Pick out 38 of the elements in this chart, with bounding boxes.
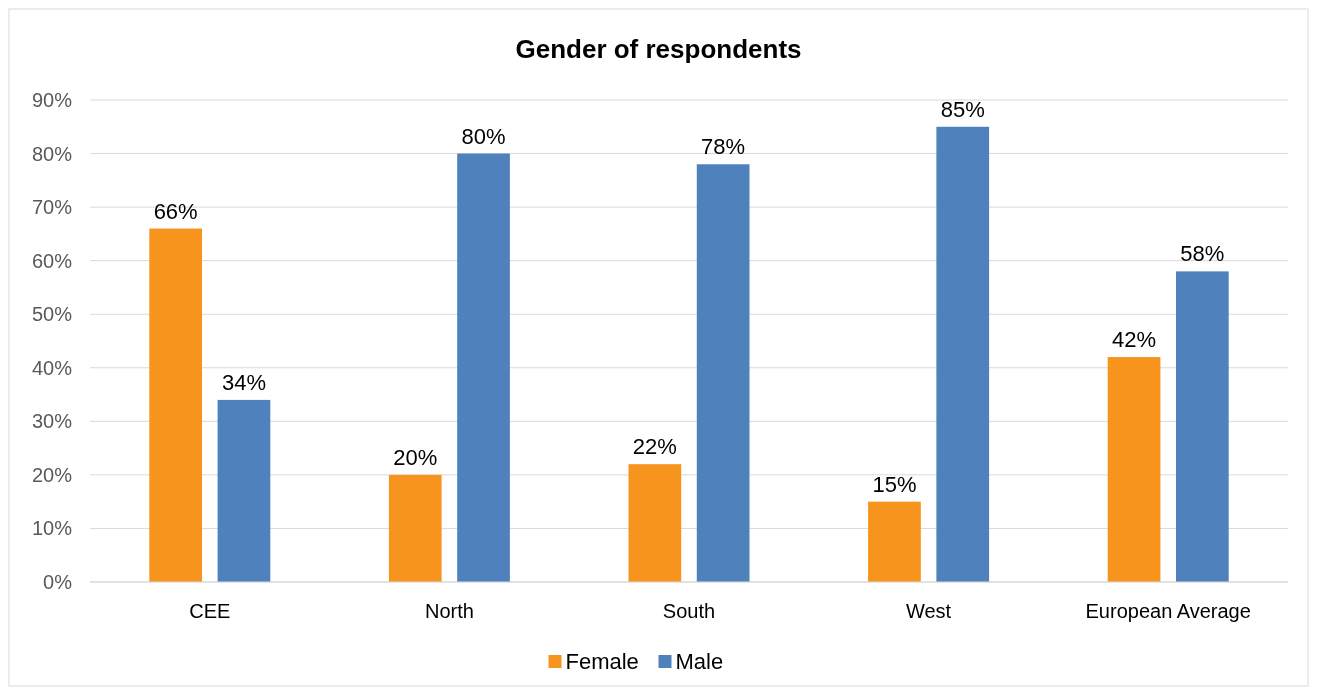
- x-tick-label: West: [906, 600, 952, 622]
- x-tick-label: South: [662, 600, 716, 622]
- legend-label: Female: [565, 649, 639, 674]
- chart-title: Gender of respondents: [515, 34, 802, 64]
- data-label: 66%: [153, 198, 198, 224]
- bar: [217, 399, 271, 582]
- y-tick-label: 0%: [43, 571, 73, 593]
- data-label: 80%: [461, 123, 506, 149]
- data-label: 15%: [872, 471, 917, 497]
- data-label: 20%: [393, 444, 438, 470]
- bar: [457, 153, 510, 582]
- bar: [628, 464, 682, 582]
- y-tick-label: 10%: [31, 517, 73, 540]
- data-label: 22%: [632, 434, 677, 460]
- data-label: 85%: [940, 96, 985, 122]
- y-tick-label: 90%: [31, 89, 73, 111]
- y-tick-label: 60%: [31, 249, 73, 272]
- data-label: 78%: [701, 134, 746, 160]
- y-tick-label: 70%: [31, 196, 73, 219]
- data-label: 58%: [1180, 241, 1225, 267]
- x-tick-label: European Average: [1085, 600, 1251, 622]
- y-tick-label: 30%: [31, 410, 73, 433]
- bar: [149, 228, 203, 582]
- bar: [936, 126, 990, 582]
- bar: [868, 501, 921, 582]
- data-label: 34%: [221, 369, 266, 395]
- bar: [696, 164, 750, 582]
- bar: [388, 474, 442, 582]
- bar: [1175, 271, 1229, 582]
- y-tick-label: 50%: [31, 303, 73, 326]
- x-tick-label: North: [424, 600, 474, 622]
- y-tick-label: 80%: [31, 142, 73, 165]
- y-tick-label: 40%: [31, 356, 73, 379]
- y-tick-label: 20%: [31, 463, 73, 486]
- x-tick-label: CEE: [189, 600, 231, 622]
- data-label: 42%: [1112, 327, 1157, 353]
- bar: [1107, 357, 1161, 582]
- legend-label: Male: [675, 649, 724, 674]
